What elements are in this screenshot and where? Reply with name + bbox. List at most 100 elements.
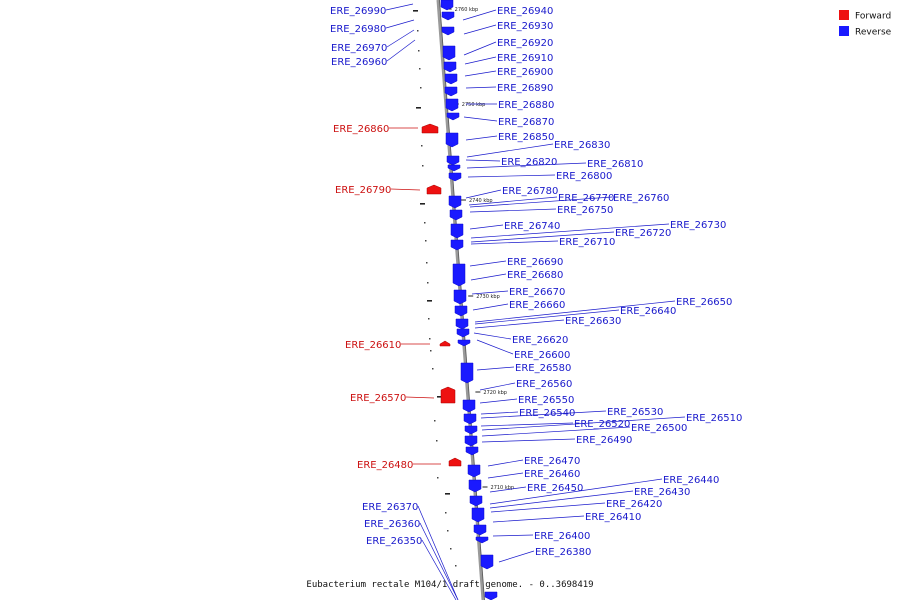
gene-leader-line (464, 56, 497, 65)
gene-label[interactable]: ERE_26460 (524, 469, 580, 480)
gene-label[interactable]: ERE_26820 (501, 157, 557, 168)
reverse-gene-mark (457, 339, 471, 347)
gene-label[interactable]: ERE_26880 (498, 100, 554, 111)
feature-layer (421, 0, 498, 600)
gene-label[interactable]: ERE_26410 (585, 512, 641, 523)
gene-label[interactable]: ERE_26550 (518, 395, 574, 406)
gene-label[interactable]: ERE_26560 (516, 379, 572, 390)
gene-leader-line (476, 366, 515, 371)
reverse-gene-mark (441, 11, 455, 21)
gene-label[interactable]: ERE_26600 (514, 350, 570, 361)
gene-label[interactable]: ERE_26530 (607, 407, 663, 418)
gene-label[interactable]: ERE_26510 (686, 413, 742, 424)
legend-forward-swatch (839, 10, 849, 20)
gene-label[interactable]: ERE_26570 (350, 393, 406, 404)
genome-caption: Eubacterium rectale M104/1 draft genome.… (306, 580, 593, 590)
scale-tick-label: 2740 kbp (469, 198, 493, 204)
gene-label[interactable]: ERE_26990 (330, 6, 386, 17)
gene-leader-line (476, 339, 514, 355)
gene-label[interactable]: ERE_26420 (606, 499, 662, 510)
gene-label[interactable]: ERE_26480 (357, 460, 413, 471)
gene-label[interactable]: ERE_26490 (576, 435, 632, 446)
reverse-gene-mark (484, 591, 498, 600)
gene-label[interactable]: ERE_26910 (497, 53, 553, 64)
track-marker (418, 50, 420, 52)
gene-label[interactable]: ERE_26980 (330, 24, 386, 35)
gene-leader-line (492, 534, 534, 537)
track-marker (450, 548, 452, 550)
gene-leader-line (466, 162, 587, 169)
track-marker (420, 203, 425, 205)
gene-label[interactable]: ERE_26720 (615, 228, 671, 239)
gene-label[interactable]: ERE_26960 (331, 57, 387, 68)
reverse-gene-mark (449, 209, 463, 221)
gene-leader-line (468, 196, 558, 206)
gene-label[interactable]: ERE_26830 (554, 140, 610, 151)
gene-label[interactable]: ERE_26790 (335, 185, 391, 196)
track-marker (434, 420, 436, 422)
gene-label[interactable]: ERE_26630 (565, 316, 621, 327)
gene-label[interactable]: ERE_26380 (535, 547, 591, 558)
gene-label[interactable]: ERE_26740 (504, 221, 560, 232)
gene-label[interactable]: ERE_26920 (497, 38, 553, 49)
gene-label[interactable]: ERE_26450 (527, 483, 583, 494)
gene-leader-line (489, 490, 634, 509)
gene-label[interactable]: ERE_26690 (507, 257, 563, 268)
track-marker (430, 350, 432, 352)
gene-leader-line (479, 398, 518, 404)
gene-leader-line (479, 382, 516, 391)
gene-label[interactable]: ERE_26430 (634, 487, 690, 498)
reverse-gene-mark (462, 399, 476, 413)
forward-gene-mark (439, 340, 451, 347)
gene-label[interactable]: ERE_26540 (519, 408, 575, 419)
track-marker (436, 440, 438, 442)
reverse-gene-mark (468, 479, 482, 493)
reverse-gene-mark (448, 195, 462, 209)
gene-label[interactable]: ERE_26680 (507, 270, 563, 281)
gene-label[interactable]: ERE_26660 (509, 300, 565, 311)
gene-label[interactable]: ERE_26670 (509, 287, 565, 298)
gene-label[interactable]: ERE_26770 (558, 193, 614, 204)
gene-label[interactable]: ERE_26870 (498, 117, 554, 128)
reverse-gene-mark (445, 132, 459, 148)
reverse-gene-mark (452, 263, 466, 287)
gene-leader-line (498, 550, 535, 563)
reverse-gene-mark (480, 554, 494, 570)
gene-label[interactable]: ERE_26850 (498, 132, 554, 143)
gene-label[interactable]: ERE_26650 (676, 297, 732, 308)
gene-label[interactable]: ERE_26500 (631, 423, 687, 434)
gene-label[interactable]: ERE_26580 (515, 363, 571, 374)
gene-leader-line (470, 273, 507, 281)
gene-label[interactable]: ERE_26360 (364, 519, 420, 530)
reverse-gene-mark (442, 45, 456, 61)
gene-label[interactable]: ERE_26620 (512, 335, 568, 346)
gene-label[interactable]: ERE_26900 (497, 67, 553, 78)
gene-label[interactable]: ERE_26520 (574, 419, 630, 430)
gene-label[interactable]: ERE_26890 (497, 83, 553, 94)
gene-label[interactable]: ERE_26400 (534, 531, 590, 542)
gene-label[interactable]: ERE_26440 (663, 475, 719, 486)
track-marker (424, 222, 426, 224)
gene-label[interactable]: ERE_26970 (331, 43, 387, 54)
track-marker (420, 87, 422, 89)
gene-leader-line (465, 135, 498, 141)
gene-label[interactable]: ERE_26930 (497, 21, 553, 32)
gene-label[interactable]: ERE_26470 (524, 456, 580, 467)
gene-label[interactable]: ERE_26750 (557, 205, 613, 216)
gene-label[interactable]: ERE_26800 (556, 171, 612, 182)
gene-label[interactable]: ERE_26730 (670, 220, 726, 231)
gene-label[interactable]: ERE_26370 (362, 502, 418, 513)
gene-label[interactable]: ERE_26640 (620, 306, 676, 317)
gene-leader-line (419, 522, 459, 600)
gene-label[interactable]: ERE_26940 (497, 6, 553, 17)
gene-label[interactable]: ERE_26860 (333, 124, 389, 135)
gene-label[interactable]: ERE_26350 (366, 536, 422, 547)
gene-label[interactable]: ERE_26760 (613, 193, 669, 204)
gene-leader-line (464, 70, 497, 77)
gene-label[interactable]: ERE_26780 (502, 186, 558, 197)
reverse-gene-mark (448, 172, 462, 182)
gene-label[interactable]: ERE_26710 (559, 237, 615, 248)
gene-label[interactable]: ERE_26610 (345, 340, 401, 351)
gene-label[interactable]: ERE_26810 (587, 159, 643, 170)
